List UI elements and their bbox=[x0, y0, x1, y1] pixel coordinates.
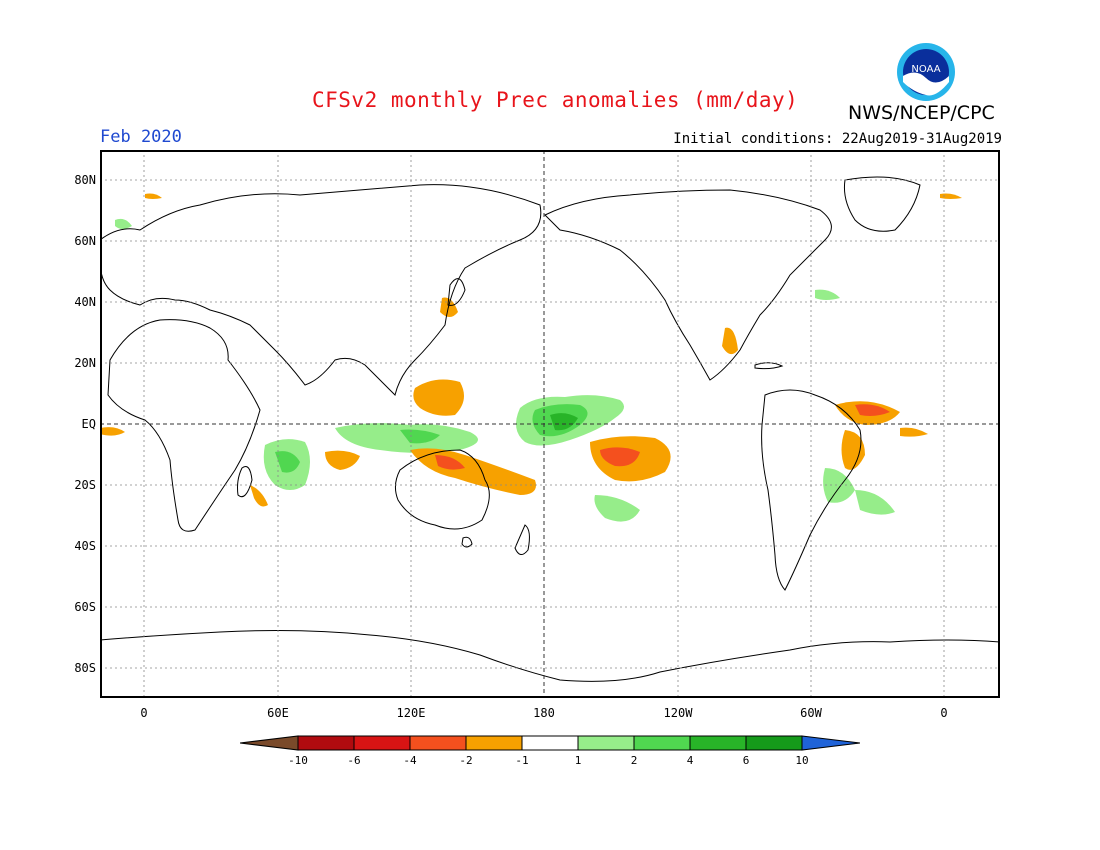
noaa-logo-text: NOAA bbox=[911, 64, 940, 75]
colorbar-label: 4 bbox=[687, 754, 694, 767]
lat-label: 60S bbox=[74, 600, 96, 614]
colorbar-segment bbox=[633, 735, 691, 751]
colorbar-label: -4 bbox=[403, 754, 417, 767]
colorbar-segment bbox=[297, 735, 355, 751]
anomaly-patches bbox=[100, 193, 962, 522]
lon-label: 0 bbox=[140, 706, 148, 720]
map-border bbox=[100, 150, 1000, 698]
colorbar-label: 1 bbox=[575, 754, 582, 767]
agency-label: NWS/NCEP/CPC bbox=[848, 102, 995, 124]
lat-label: 80S bbox=[74, 661, 96, 675]
lat-label: 40N bbox=[74, 295, 96, 309]
colorbar-label: -1 bbox=[515, 754, 528, 767]
colorbar-label: -2 bbox=[459, 754, 472, 767]
colorbar-label: 10 bbox=[795, 754, 808, 767]
map-title: CFSv2 monthly Prec anomalies (mm/day) bbox=[312, 88, 799, 112]
reference-lines bbox=[100, 150, 1000, 698]
lat-label: 40S bbox=[74, 539, 96, 553]
coastlines bbox=[100, 176, 1000, 682]
lon-label: 120W bbox=[663, 706, 693, 720]
colorbar-segment bbox=[409, 735, 467, 751]
lat-label: EQ bbox=[81, 417, 96, 431]
colorbar-label: 6 bbox=[743, 754, 750, 767]
colorbar-arrow-low bbox=[240, 735, 299, 751]
colorbar-segment bbox=[521, 735, 579, 751]
lon-label: 60W bbox=[800, 706, 822, 720]
colorbar-label: -6 bbox=[347, 754, 360, 767]
colorbar-segment bbox=[353, 735, 411, 751]
colorbar-label: -10 bbox=[288, 754, 308, 767]
lat-label: 60N bbox=[74, 234, 96, 248]
lon-label: 120E bbox=[396, 706, 426, 720]
colorbar-label: 2 bbox=[631, 754, 638, 767]
forecast-month: Feb 2020 bbox=[100, 127, 182, 147]
colorbar-segment bbox=[577, 735, 635, 751]
initial-conditions: Initial conditions: 22Aug2019-31Aug2019 bbox=[673, 131, 1002, 147]
lat-label: 20N bbox=[74, 356, 96, 370]
lat-label: 80N bbox=[74, 173, 96, 187]
lon-label: 60E bbox=[267, 706, 289, 720]
anomaly-map bbox=[100, 150, 1000, 698]
colorbar: -10 -6 -4 -2 -1 1 2 4 6 10 bbox=[240, 735, 860, 767]
colorbar-segment bbox=[745, 735, 803, 751]
colorbar-segment bbox=[465, 735, 523, 751]
lon-label: 0 bbox=[940, 706, 948, 720]
graticule bbox=[100, 150, 1000, 698]
noaa-logo: NOAA bbox=[897, 43, 955, 101]
lon-label: 180 bbox=[533, 706, 555, 720]
lat-label: 20S bbox=[74, 478, 96, 492]
colorbar-segment bbox=[689, 735, 747, 751]
colorbar-arrow-high bbox=[801, 735, 860, 751]
